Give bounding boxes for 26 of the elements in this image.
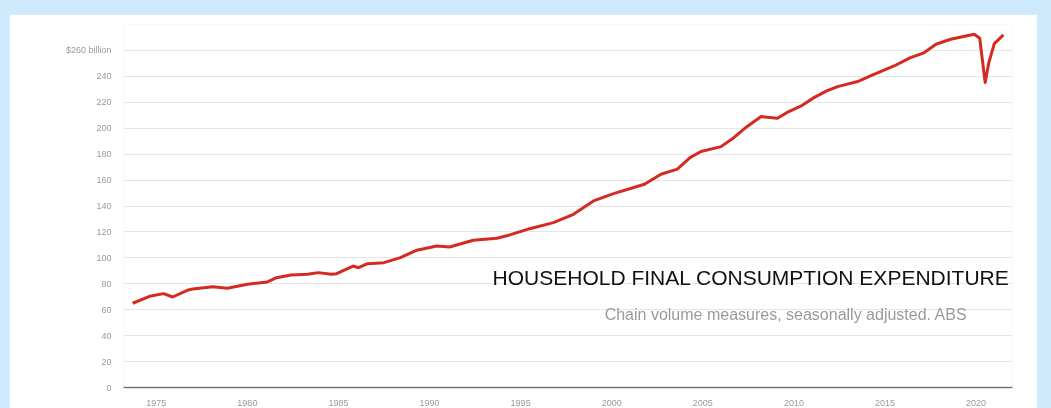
y-tick-label: 220 (96, 97, 112, 108)
x-tick-label: 1995 (510, 397, 531, 408)
y-tick-label: 20 (101, 356, 112, 367)
y-tick-label: 0 (106, 382, 112, 393)
x-tick-label: 2015 (874, 397, 895, 408)
y-tick-label: 240 (96, 71, 112, 82)
y-tick-label: $260 billion (65, 45, 112, 56)
y-tick-label: 100 (96, 252, 112, 263)
x-tick-label: 2005 (692, 397, 713, 408)
text: HOUSEHOLD FINAL CONSUMPTION EXPENDITURE (492, 265, 1009, 289)
y-tick-label: 200 (96, 123, 112, 134)
x-tick-label: 1990 (419, 397, 440, 408)
y-tick-label: 160 (96, 175, 112, 186)
x-tick-label: 1980 (237, 397, 258, 408)
y-tick-label: 60 (101, 304, 112, 315)
y-tick-label: 120 (96, 226, 112, 237)
x-tick-label: 1975 (146, 397, 167, 408)
x-tick-label: 1985 (328, 397, 349, 408)
x-tick-label: 2000 (601, 397, 622, 408)
text: Chain volume measures, seasonally adjusted. ABS (604, 305, 967, 323)
y-tick-label: 180 (96, 149, 112, 160)
y-tick-label: 80 (101, 278, 112, 289)
x-tick-label: 2010 (783, 397, 804, 408)
y-tick-label: 40 (101, 330, 112, 341)
x-tick-label: 2020 (966, 397, 987, 408)
y-tick-label: 140 (96, 201, 112, 211)
